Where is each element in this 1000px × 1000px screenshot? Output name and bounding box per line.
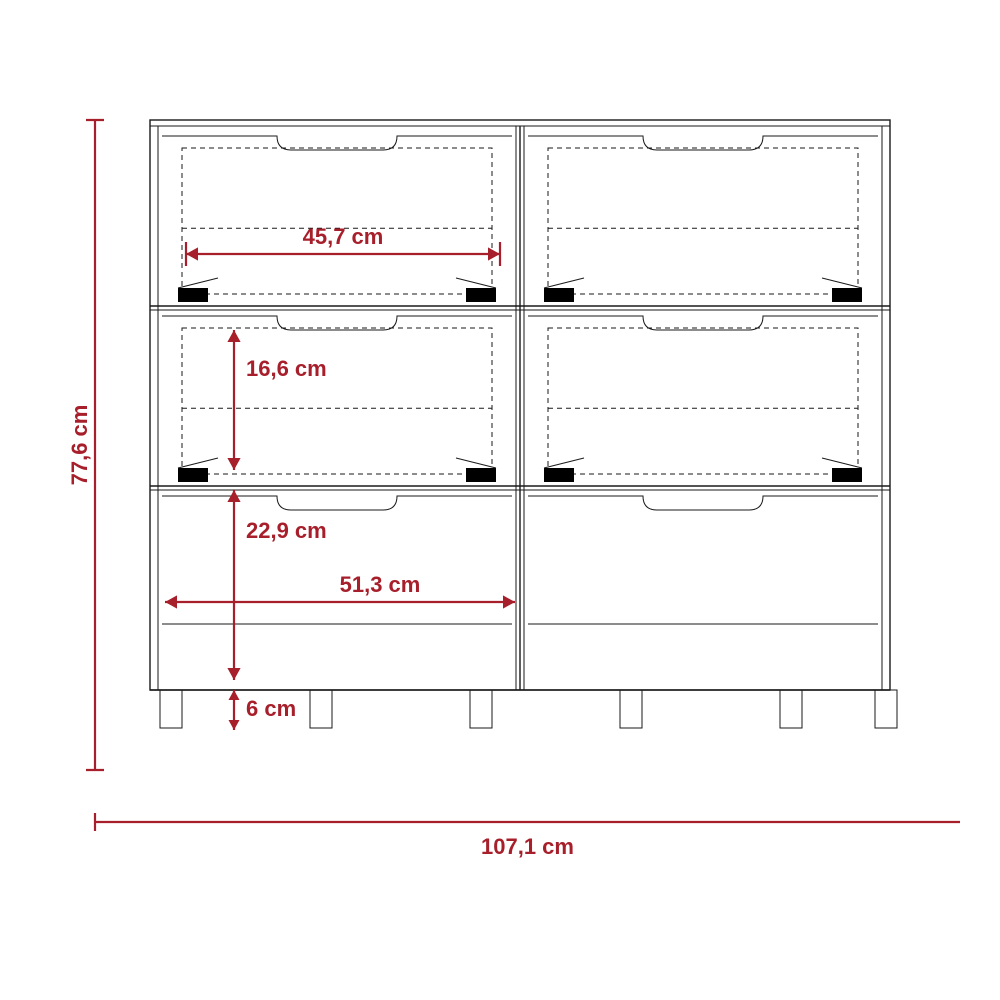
dimensions: 77,6 cm 107,1 cm 45,7 cm 16,6 cm 22,9 cm 51,3… xyxy=(67,120,960,859)
dim-total-width: 107,1 cm xyxy=(481,834,574,859)
dim-compartment-height: 22,9 cm xyxy=(246,518,327,543)
drawer-cell xyxy=(162,496,512,624)
cabinet-diagram xyxy=(150,120,897,728)
dim-compartment-width: 51,3 cm xyxy=(340,572,421,597)
dim-total-height: 77,6 cm xyxy=(67,405,92,486)
drawer-cell xyxy=(528,496,878,624)
dim-drawer-inner-width: 45,7 cm xyxy=(303,224,384,249)
drawer-cell xyxy=(162,136,512,302)
drawer-cell xyxy=(162,316,512,482)
dim-foot-height: 6 cm xyxy=(246,696,296,721)
dim-drawer-inner-height: 16,6 cm xyxy=(246,356,327,381)
drawer-cell xyxy=(528,136,878,302)
drawer-cell xyxy=(528,316,878,482)
